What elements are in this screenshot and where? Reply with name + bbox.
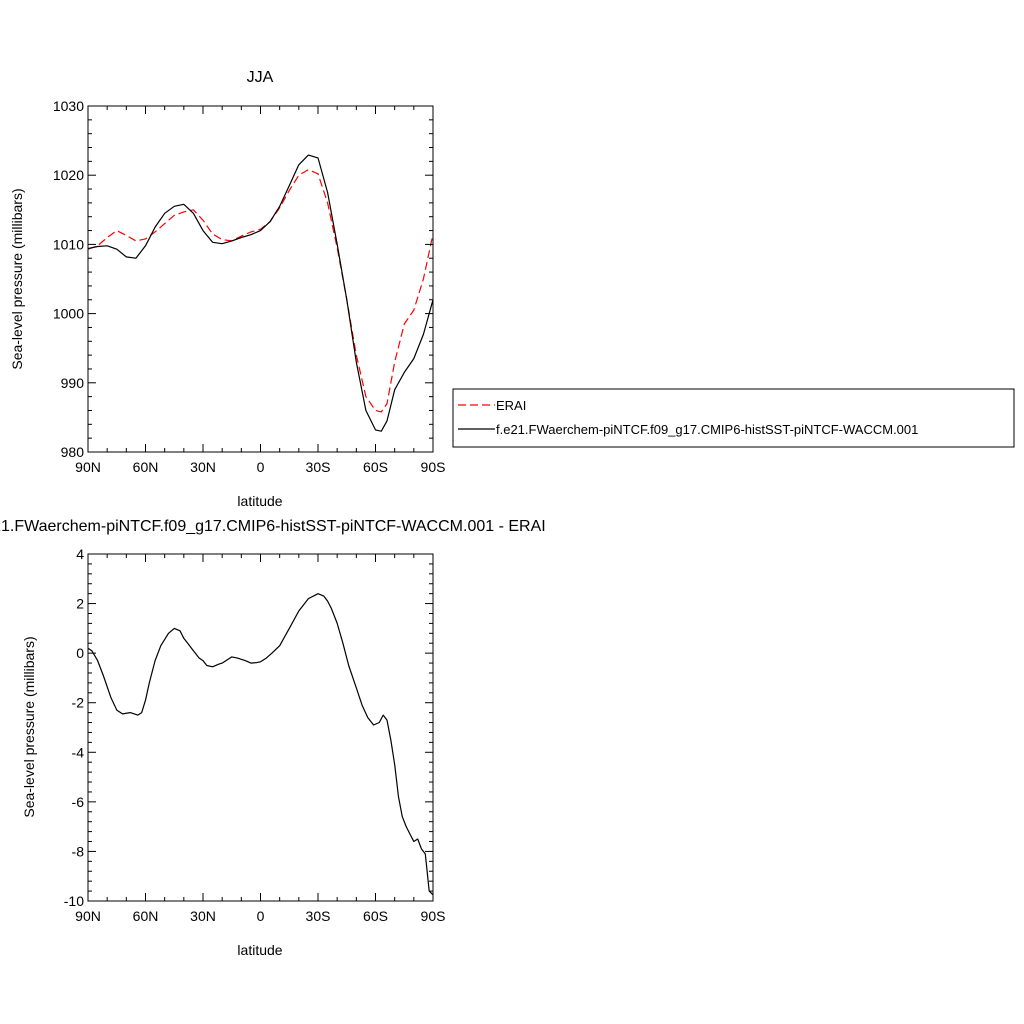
x-tick-label: 60N <box>133 459 159 475</box>
x-tick-label: 90S <box>421 908 446 924</box>
panel-0-series-line-1 <box>87 154 434 432</box>
top-panel: JJA 90N 60N 30N 0 30S 60S 90S 980 990 1000 1010 102… <box>9 69 445 509</box>
x-tick-label: 30N <box>190 459 216 475</box>
x-tick-label: 60S <box>363 908 388 924</box>
x-tick-label: 0 <box>257 459 265 475</box>
x-tick-label: 30S <box>306 459 331 475</box>
legend-label-erai: ERAI <box>496 398 526 413</box>
y-tick-label: -10 <box>64 893 84 909</box>
legend: ERAI f.e21.FWaerchem-piNTCF.f09_g17.CMIP… <box>452 388 1015 448</box>
top-panel-series <box>87 154 434 432</box>
y-tick-label: -6 <box>72 794 85 810</box>
legend-box <box>452 388 1015 448</box>
y-tick-label: 2 <box>76 596 84 612</box>
bottom-panel-xlabel: latitude <box>237 942 282 958</box>
legend-label-model: f.e21.FWaerchem-piNTCF.f09_g17.CMIP6-his… <box>496 422 918 437</box>
top-panel-ticks: 90N 60N 30N 0 30S 60S 90S 980 990 1000 1010 1020 103… <box>53 98 446 475</box>
bottom-panel-ylabel: Sea-level pressure (millibars) <box>21 636 37 817</box>
panel-1-series-line-0 <box>87 593 434 896</box>
panel-0-series-line-0 <box>87 169 434 413</box>
y-tick-label: 980 <box>61 444 85 460</box>
bottom-panel-ticks: 90N 60N 30N 0 30S 60S 90S -10 -8 -6 -4 -2 0 2 4 <box>64 546 446 924</box>
y-tick-label: 1000 <box>53 306 84 322</box>
y-tick-label: -2 <box>72 695 85 711</box>
top-panel-ylabel: Sea-level pressure (millibars) <box>9 188 25 369</box>
x-tick-label: 90N <box>75 459 101 475</box>
top-panel-frame <box>87 105 434 453</box>
x-tick-label: 30S <box>306 908 331 924</box>
x-tick-label: 60N <box>133 908 159 924</box>
top-panel-title: JJA <box>247 69 274 86</box>
y-tick-label: 1010 <box>53 236 84 252</box>
bottom-panel-title: f.e21.FWaerchem-piNTCF.f09_g17.CMIP6-his… <box>0 518 546 535</box>
y-tick-label: -4 <box>72 744 85 760</box>
x-tick-label: 30N <box>190 908 216 924</box>
bottom-panel-frame <box>87 553 434 902</box>
y-tick-label: 4 <box>76 546 84 562</box>
x-tick-label: 90N <box>75 908 101 924</box>
y-tick-label: 1020 <box>53 167 84 183</box>
bottom-panel-series <box>87 593 434 896</box>
y-tick-label: 1030 <box>53 98 84 114</box>
y-tick-label: 990 <box>61 375 85 391</box>
x-tick-label: 90S <box>421 459 446 475</box>
y-tick-label: -8 <box>72 843 85 859</box>
x-tick-label: 60S <box>363 459 388 475</box>
bottom-panel: f.e21.FWaerchem-piNTCF.f09_g17.CMIP6-his… <box>0 518 546 958</box>
x-tick-label: 0 <box>257 908 265 924</box>
top-panel-xlabel: latitude <box>237 493 282 509</box>
y-tick-label: 0 <box>76 645 84 661</box>
